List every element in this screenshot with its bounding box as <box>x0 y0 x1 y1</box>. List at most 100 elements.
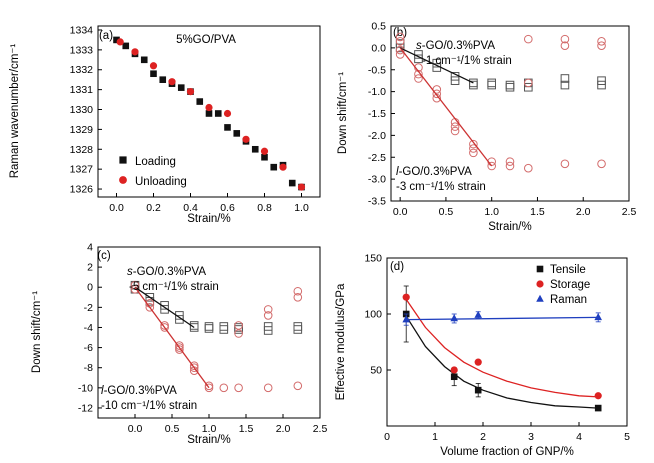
fit-line <box>134 286 210 389</box>
x-tick-label: 0.2 <box>146 202 161 214</box>
data-point <box>204 383 214 393</box>
data-point <box>474 386 482 394</box>
fit-line <box>399 47 474 84</box>
data-point <box>402 293 410 301</box>
x-tick-label: 2.5 <box>622 206 637 218</box>
x-tick-label: 2.5 <box>313 423 328 435</box>
data-point <box>234 329 243 338</box>
data-point <box>450 314 458 322</box>
legend-label: Tensile <box>550 264 586 276</box>
x-tick-label: 1.0 <box>202 423 217 435</box>
y-tick-label: -2.5 <box>368 152 386 164</box>
data-point <box>145 303 155 312</box>
y-tick-label: -10 <box>78 382 93 394</box>
data-point <box>395 39 405 48</box>
y-tick-label: 1331 <box>70 84 94 96</box>
x-tick-label: 3 <box>528 431 534 443</box>
data-point <box>168 78 176 86</box>
data-point <box>395 43 405 53</box>
data-point <box>293 325 303 334</box>
data-point <box>450 366 458 374</box>
annotation-slope: -3 cm⁻¹/1% strain <box>396 181 486 193</box>
y-tick-label: 0.5 <box>371 21 386 33</box>
data-point <box>130 280 140 290</box>
data-point <box>560 41 570 50</box>
legend: Loading Unloading <box>119 156 187 188</box>
plot-frame <box>97 25 321 198</box>
data-point <box>219 325 229 334</box>
y-tick-label: -1.5 <box>368 108 386 120</box>
data-point <box>450 76 460 85</box>
data-point <box>487 78 496 88</box>
y-tick-label: -0.5 <box>368 64 386 76</box>
data-point <box>288 179 296 187</box>
data-point <box>395 32 405 42</box>
data-point <box>594 404 602 412</box>
data-point <box>469 139 478 149</box>
y-axis-label: Down shift/cm⁻¹ <box>31 291 43 373</box>
x-axis-label: Strain/% <box>187 213 230 225</box>
x-tick-label: 0.5 <box>165 423 180 435</box>
y-tick-label: 4 <box>87 242 93 254</box>
panel-c: 0.0 0.5 1.0 1.5 2.0 2.5 4 2 0 -2 -4 -6 -8 -10 -12 Down … <box>31 242 327 447</box>
data-point <box>536 280 544 288</box>
x-tick-label: 0.8 <box>257 202 272 214</box>
data-point <box>196 98 204 105</box>
data-point <box>560 34 570 44</box>
y-tick-label: 1329 <box>70 124 94 136</box>
y-tick-label: -2.0 <box>368 130 386 142</box>
legend-label: Storage <box>550 279 590 291</box>
x-tick-label: 0.4 <box>183 202 198 214</box>
data-point <box>263 326 273 335</box>
data-point <box>175 345 184 354</box>
data-point <box>395 37 405 46</box>
data-point <box>469 148 478 158</box>
y-axis-label: Down shift/cm⁻¹ <box>337 72 349 154</box>
data-point <box>450 126 460 136</box>
data-point <box>524 78 533 88</box>
data-point <box>560 80 570 90</box>
y-axis-label: Raman wavenumber/cm⁻¹ <box>9 44 21 179</box>
data-point <box>177 84 185 91</box>
data-point <box>293 292 303 302</box>
annotation-slope: -1 cm⁻¹/1% strain <box>422 55 512 67</box>
x-tick-label: 0 <box>384 431 390 443</box>
data-point <box>159 76 167 83</box>
x-tick-label: 0.5 <box>439 206 454 218</box>
x-tick-label: 4 <box>576 431 582 443</box>
data-point <box>204 322 214 331</box>
x-tick-label: 1.5 <box>239 423 254 435</box>
annotation-title: l-GO/0.3%PVA <box>396 166 472 178</box>
y-tick-label: 1327 <box>70 164 94 176</box>
data-point <box>116 38 124 46</box>
data-point <box>279 163 287 171</box>
annotation-title: l-GO/0.3%PVA <box>101 385 177 397</box>
data-point <box>263 383 273 393</box>
y-tick-label: -3.5 <box>368 196 386 208</box>
x-tick-label: 2.0 <box>576 206 591 218</box>
data-point <box>432 89 442 99</box>
x-tick-label: 2 <box>480 431 486 443</box>
fit-curve <box>406 316 599 321</box>
data-point <box>234 383 243 393</box>
data-point <box>204 324 214 333</box>
data-point <box>414 69 423 79</box>
data-point <box>469 144 478 153</box>
y-tick-label: 1332 <box>70 64 94 76</box>
data-point <box>119 176 127 184</box>
data-point <box>597 37 606 46</box>
x-axis-label: Volume fraction of GNP/% <box>440 446 574 458</box>
data-point <box>450 122 460 131</box>
data-point <box>189 323 199 332</box>
data-point <box>260 147 269 155</box>
data-point <box>297 183 306 191</box>
y-tick-label: 1330 <box>70 104 94 116</box>
data-point <box>594 392 602 400</box>
panel-label: (c) <box>97 250 111 262</box>
data-point <box>474 310 482 318</box>
x-tick-label: 5 <box>624 431 630 443</box>
fit-line <box>134 286 195 329</box>
data-point <box>293 322 303 331</box>
data-point <box>119 156 127 164</box>
